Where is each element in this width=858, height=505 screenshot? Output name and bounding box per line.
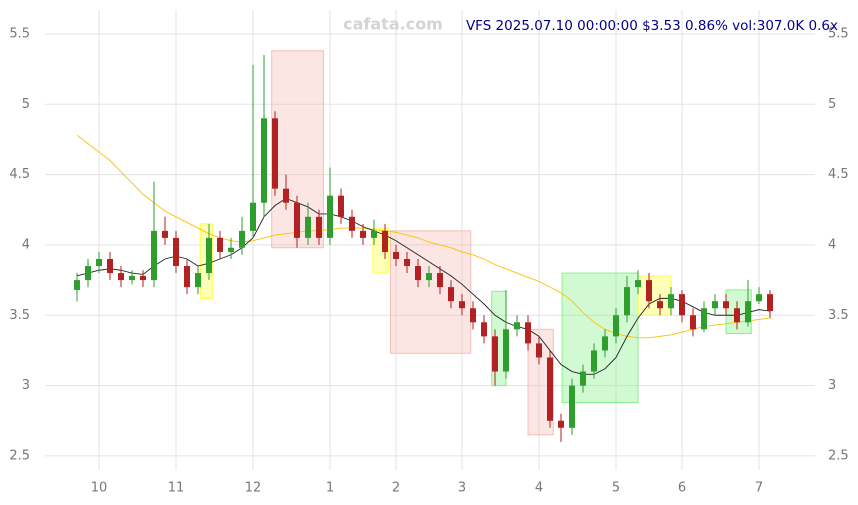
candle-body [250,202,256,231]
candle-body [503,329,509,372]
x-tick-label: 4 [535,481,543,496]
y-tick-label: 3 [22,378,30,393]
watermark: cafata.com [343,15,443,34]
candle-body [481,322,487,337]
y-tick-label: 4.5 [9,167,30,182]
zone [637,275,672,316]
candle-body [712,301,718,309]
y-tick-label: 2.5 [9,448,30,463]
moving-average [76,134,771,339]
candle-body [613,315,619,337]
candle-body [283,188,289,203]
candle-body [140,275,146,281]
candle-body [448,287,454,302]
candle-body [657,301,663,309]
candle-body [96,258,102,267]
candle-body [382,230,388,252]
y-tick-label-right: 2.5 [828,448,849,463]
x-tick-label: 7 [755,481,763,496]
candle-body [459,301,465,309]
moving-average [76,198,771,375]
candle-body [701,308,707,330]
candle-body [514,322,520,330]
y-tick-label-right: 4.5 [828,167,849,182]
candle-body [415,266,421,281]
candle-body [184,266,190,288]
candle-layer [74,55,773,442]
candle-body [349,216,355,231]
candle-body [525,322,531,344]
x-tick-label: 10 [91,481,108,496]
candle-body [756,294,762,302]
candle-body [635,280,641,288]
y-tick-label-right: 5 [828,97,836,112]
y-tick-label: 5.5 [9,26,30,41]
candle-body [239,230,245,248]
candle-body [470,308,476,323]
candle-body [74,280,80,290]
candle-body [129,275,135,281]
y-tick-label-right: 3 [828,378,836,393]
candle-body [360,230,366,238]
candle-body [85,266,91,281]
candle-body [602,336,608,351]
x-tick-label: 5 [612,481,620,496]
overlay-layer [76,134,771,375]
candle-body [305,216,311,238]
x-tick-label: 12 [245,481,262,496]
chart-title: VFS 2025.07.10 00:00:00 $3.53 0.86% vol:… [466,18,838,34]
y-tick-label: 4 [22,237,30,252]
candle-body [426,273,432,281]
y-tick-label-right: 4 [828,237,836,252]
candle-body [294,202,300,238]
x-tick-label: 3 [458,481,466,496]
candle-body [151,230,157,281]
candle-body [745,301,751,323]
candle-body [767,294,773,312]
candle-body [536,343,542,358]
candle-body [404,258,410,267]
y-tick-label: 5 [22,97,30,112]
candle-body [371,230,377,238]
candle-body [173,237,179,267]
candle-body [580,371,586,386]
candle-body [690,315,696,330]
candle-body [195,273,201,288]
candle-body [492,336,498,372]
candle-body [734,308,740,323]
candle-body [569,385,575,428]
candle-body [591,350,597,372]
candle-body [679,294,685,316]
y-tick-label: 3.5 [9,308,30,323]
x-tick-label: 1 [326,481,334,496]
candle-body [437,273,443,288]
candle-body [217,237,223,252]
x-tick-label: 6 [678,481,686,496]
candle-body [338,195,344,217]
candle-body [624,287,630,316]
label-layer: 2.5 2.53 33.5 3.54 44.5 4.55 55.5 5.510 11 12 1 2 3 4… [9,26,848,495]
candle-body [316,216,322,238]
candle-body [228,247,234,252]
candle-body [118,273,124,281]
y-tick-label-right: 3.5 [828,308,849,323]
candle-body [272,118,278,189]
candle-body [162,230,168,238]
x-tick-label: 2 [392,481,400,496]
candle-body [646,280,652,302]
candle-body [547,357,553,421]
candle-body [558,420,564,428]
y-tick-label-right: 5.5 [828,26,849,41]
x-tick-label: 11 [168,481,185,496]
candle-body [107,258,113,274]
candle-body [723,301,729,309]
candle-body [327,195,333,238]
candle-body [261,118,267,203]
zone [390,230,472,354]
candle-body [668,294,674,309]
candle-body [206,237,212,274]
candle-body [393,251,399,259]
